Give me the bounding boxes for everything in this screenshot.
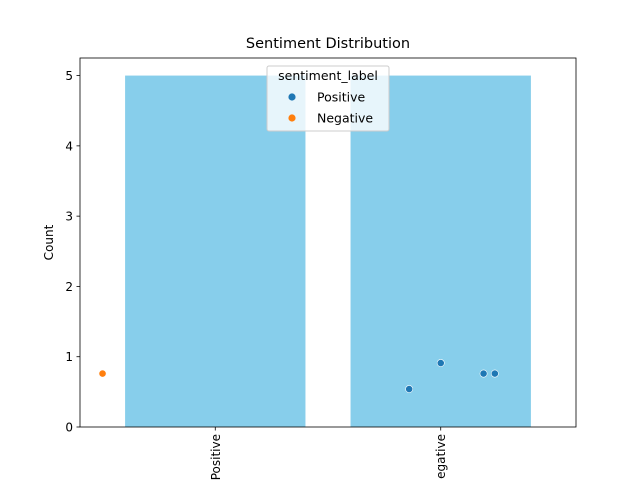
scatter-point-negative (98, 369, 107, 378)
y-tick-label: 1 (65, 350, 73, 364)
x-tick-label: Negative (434, 434, 448, 480)
y-tick-label: 5 (65, 69, 73, 83)
legend-marker-positive (288, 93, 296, 101)
scatter-point-positive (436, 359, 445, 367)
scatter-point-positive (490, 369, 499, 378)
y-tick-label: 4 (65, 139, 73, 153)
legend-entries: Positive Negative (288, 90, 373, 126)
plot-frame (79, 57, 577, 428)
legend-label-positive: Positive (317, 90, 365, 105)
bar-negative (350, 75, 531, 428)
legend-marker-negative (288, 114, 296, 122)
y-axis-ticks: 0 1 2 3 4 5 (65, 69, 80, 435)
legend: sentiment_label Positive Negative (266, 65, 390, 132)
x-tick-label: Positive (209, 434, 223, 480)
bars-group (125, 75, 531, 428)
scatter-point-positive (405, 385, 414, 393)
x-axis-ticks: Positive Negative (209, 427, 448, 480)
legend-box (266, 65, 390, 132)
y-tick-label: 3 (65, 210, 73, 224)
bar-positive (125, 75, 306, 428)
legend-label-negative: Negative (317, 111, 373, 126)
y-tick-label: 2 (65, 280, 73, 294)
scatter-points-group (98, 359, 499, 393)
scatter-point-positive (479, 369, 488, 378)
y-tick-label: 0 (65, 421, 73, 435)
chart-title: Sentiment Distribution (246, 36, 410, 52)
y-axis-label: Count (42, 224, 56, 260)
legend-title: sentiment_label (278, 68, 378, 83)
